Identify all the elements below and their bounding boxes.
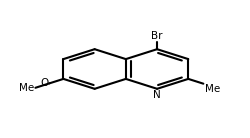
Text: Me: Me bbox=[19, 83, 34, 93]
Text: N: N bbox=[153, 90, 161, 100]
Text: Me: Me bbox=[204, 84, 220, 94]
Text: Br: Br bbox=[151, 31, 163, 41]
Text: O: O bbox=[40, 78, 48, 88]
